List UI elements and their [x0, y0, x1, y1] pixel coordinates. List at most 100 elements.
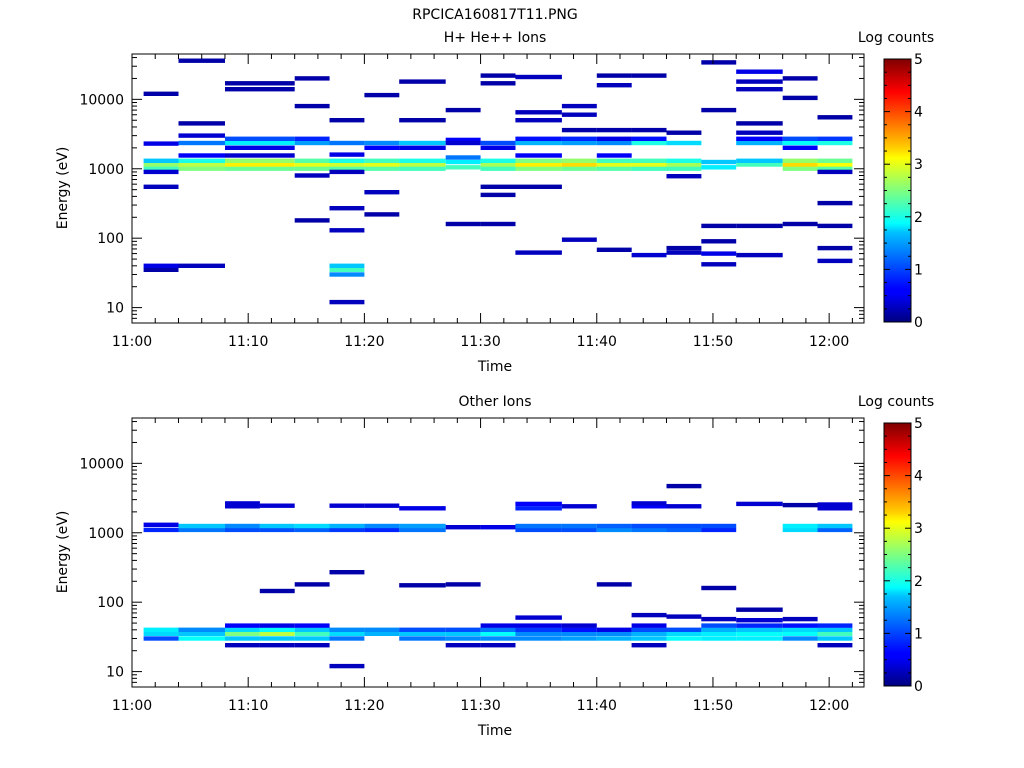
y-tick-label: 100 [97, 595, 124, 611]
colorbar-tick-label: 4 [914, 105, 923, 121]
heatmap-cell [736, 87, 783, 92]
heatmap-cell [515, 140, 562, 146]
panel-2-axes: 11:00 11:10 11:20 11:30 11:40 11:50 12:00 10 100… [79, 418, 864, 714]
heatmap-cell [631, 127, 667, 133]
heatmap-cell [782, 145, 818, 150]
heatmap-cell [561, 527, 597, 533]
heatmap-cell [225, 636, 260, 641]
heatmap-cell [364, 190, 400, 195]
heatmap-cell [329, 636, 365, 641]
heatmap-cell [782, 166, 818, 171]
heatmap-cell [701, 627, 737, 632]
heatmap-cell [178, 527, 225, 533]
heatmap-cell [817, 636, 853, 641]
panel-2-title: Other Ions [458, 394, 531, 410]
heatmap-cell [561, 166, 597, 171]
heatmap-cell [399, 79, 446, 84]
heatmap-cell [631, 627, 667, 632]
heatmap-cell [480, 166, 516, 171]
heatmap-cell [561, 636, 597, 641]
heatmap-cell [666, 527, 702, 533]
heatmap-cell [399, 636, 446, 641]
y-tick-label: 10000 [79, 456, 124, 472]
panel-2-y-axis-label: Energy (eV) [55, 511, 71, 594]
panel-1-y-axis-label: Energy (eV) [55, 147, 71, 230]
heatmap-cell [736, 501, 783, 507]
heatmap-cell [480, 158, 516, 163]
heatmap-cell [445, 137, 481, 143]
heatmap-cell [596, 627, 632, 632]
heatmap-cell [445, 165, 481, 170]
x-tick-label: 11:30 [460, 334, 500, 350]
heatmap-cell [143, 263, 179, 268]
heatmap-cell [329, 527, 365, 533]
heatmap-cell [817, 115, 853, 120]
heatmap-cell [631, 158, 667, 163]
heatmap-cell [666, 162, 702, 167]
heatmap-cell [666, 636, 702, 641]
colorbar-tick-label: 4 [914, 469, 923, 485]
heatmap-cell [701, 60, 737, 65]
heatmap-cell [515, 136, 562, 141]
heatmap-cell [817, 223, 853, 229]
heatmap-cell [701, 623, 737, 628]
heatmap-cell [701, 585, 737, 591]
heatmap-cell [329, 627, 365, 632]
heatmap-cell [329, 140, 365, 146]
heatmap-cell [225, 87, 295, 92]
heatmap-cell [596, 636, 632, 641]
heatmap-cell [561, 162, 597, 167]
heatmap-cell [817, 523, 853, 529]
heatmap-cell [480, 627, 516, 632]
heatmap-cell [445, 631, 481, 636]
heatmap-cell [225, 631, 260, 636]
heatmap-cell [782, 162, 818, 167]
heatmap-cell [515, 636, 562, 641]
heatmap-cell [817, 166, 853, 171]
heatmap-cell [736, 631, 783, 636]
heatmap-cell [178, 158, 225, 163]
heatmap-cell [143, 158, 179, 163]
panel-2-heatmap-cells [143, 483, 853, 669]
heatmap-cell [178, 627, 225, 632]
heatmap-cell [701, 631, 737, 636]
heatmap-cell [561, 127, 597, 133]
colorbar-tick-label: 5 [914, 416, 923, 432]
heatmap-cell [259, 527, 295, 533]
heatmap-cell [736, 79, 783, 84]
heatmap-cell [225, 166, 295, 171]
heatmap-cell [817, 506, 853, 511]
x-tick-label: 11:40 [577, 698, 617, 714]
heatmap-cell [736, 623, 783, 628]
heatmap-cell [259, 523, 295, 529]
heatmap-cell [143, 91, 179, 96]
heatmap-cell [782, 502, 818, 508]
heatmap-cell [561, 523, 597, 529]
heatmap-cell [782, 636, 818, 641]
heatmap-cell [329, 158, 365, 163]
heatmap-cell [701, 159, 737, 165]
heatmap-cell [782, 523, 818, 529]
heatmap-cell [782, 627, 818, 632]
heatmap-cell [515, 153, 562, 158]
heatmap-cell [329, 206, 365, 211]
heatmap-cell [480, 636, 516, 641]
heatmap-cell [294, 582, 330, 587]
heatmap-cell [631, 136, 667, 141]
heatmap-cell [480, 184, 516, 189]
heatmap-cell [329, 228, 365, 233]
heatmap-cell [631, 636, 667, 641]
heatmap-cell [515, 523, 562, 529]
heatmap-cell [666, 627, 702, 632]
heatmap-cell [631, 631, 667, 636]
colorbar-tick-label: 5 [914, 52, 923, 68]
heatmap-cell [445, 107, 481, 113]
heatmap-cell [666, 158, 702, 163]
heatmap-cell [143, 184, 179, 189]
heatmap-cell [480, 145, 516, 150]
heatmap-cell [399, 631, 446, 636]
heatmap-cell [736, 69, 783, 74]
heatmap-cell [631, 527, 667, 533]
heatmap-cell [515, 184, 562, 189]
